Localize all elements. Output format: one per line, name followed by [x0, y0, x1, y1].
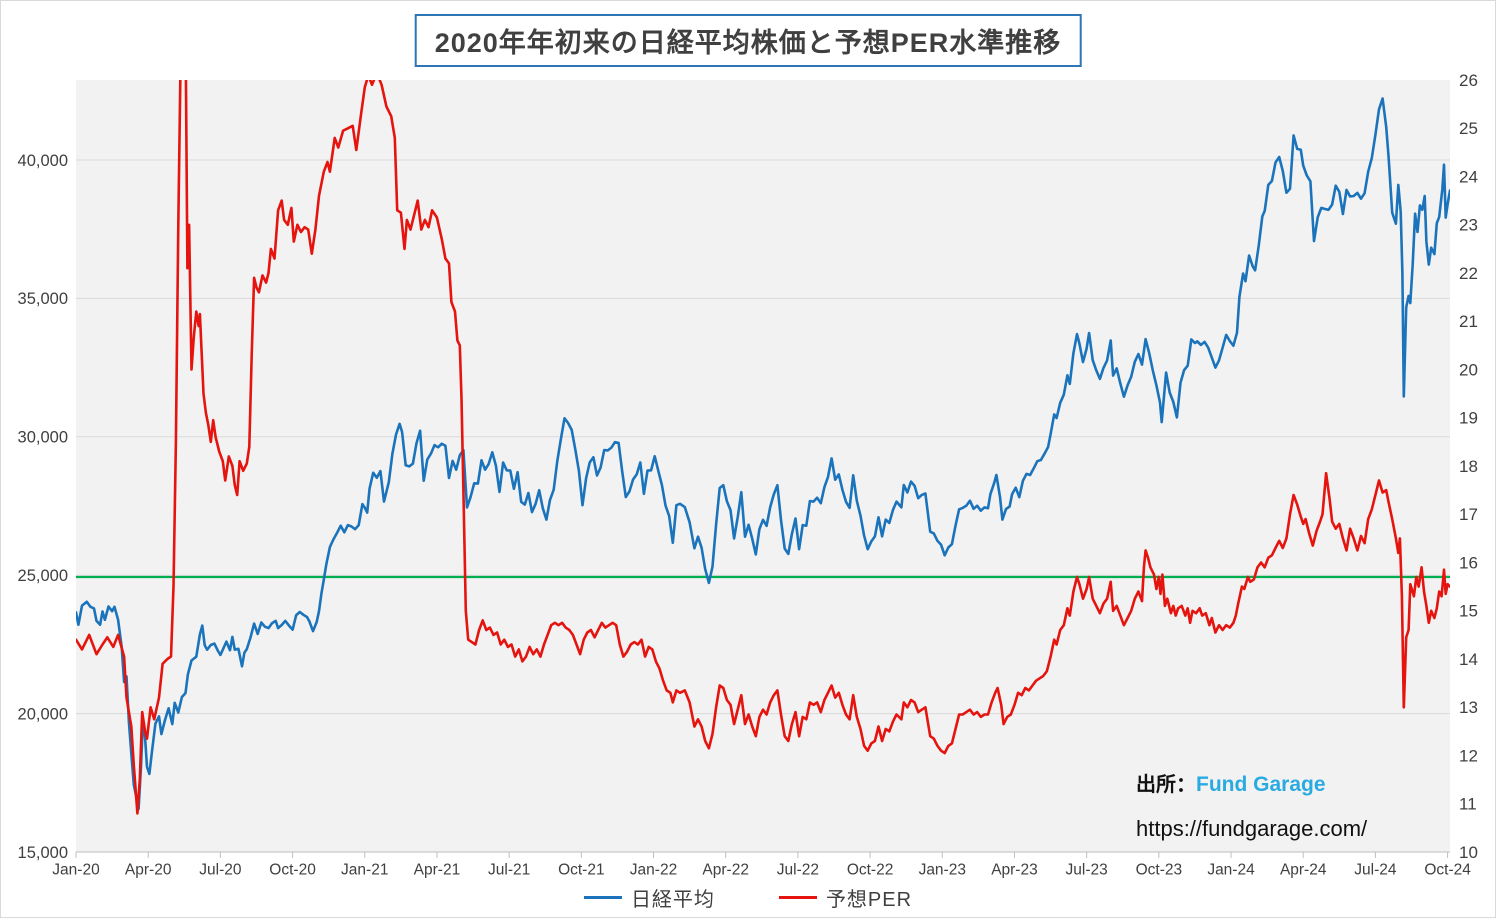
per-line [76, 80, 1450, 815]
legend-item-nikkei: 日経平均 [583, 883, 715, 912]
y-right-tick-label: 17 [1459, 505, 1478, 524]
y-left-tick-label: 15,000 [18, 844, 68, 862]
nikkei-line-swatch [583, 895, 622, 900]
y-left-tick-label: 35,000 [18, 290, 68, 308]
y-right-tick-label: 12 [1459, 746, 1478, 765]
x-tick-label: Jan-21 [341, 861, 388, 878]
x-tick-label: Apr-21 [414, 861, 461, 878]
legend-label-per: 予想PER [825, 889, 913, 911]
plot-area [76, 80, 1450, 852]
x-tick-label: Oct-21 [558, 861, 605, 878]
x-tick-label: Jan-24 [1207, 861, 1255, 878]
x-tick-label: Oct-23 [1136, 861, 1183, 878]
x-tick-label: Jan-20 [52, 861, 100, 878]
source-line: 出所：Fund Garage [1136, 764, 1367, 808]
x-tick-label: Apr-22 [702, 861, 749, 878]
per-line-swatch [778, 895, 817, 900]
source-url: https://fundgarage.com/ [1136, 816, 1368, 841]
y-right-tick-label: 14 [1459, 650, 1478, 669]
x-tick-label: Jul-22 [777, 861, 819, 878]
y-right-tick-label: 16 [1459, 553, 1478, 572]
y-left-tick-label: 30,000 [18, 429, 68, 447]
x-tick-label: Oct-20 [269, 861, 316, 878]
source-name: Fund Garage [1196, 773, 1326, 796]
chart-title: 2020年年初来の日経平均株価と予想PER水準推移 [434, 28, 1062, 58]
x-tick-label: Apr-20 [125, 861, 172, 878]
source-prefix: 出所： [1136, 774, 1196, 796]
x-tick-label: Jan-23 [919, 861, 966, 878]
chart-legend: 日経平均 予想PER [1, 883, 1495, 912]
x-tick-label: Oct-22 [847, 861, 894, 878]
y-right-tick-label: 10 [1459, 843, 1478, 862]
y-right-tick-label: 13 [1459, 698, 1478, 717]
y-left-tick-label: 25,000 [18, 567, 68, 585]
y-right-tick-label: 25 [1459, 119, 1478, 138]
y-left-tick-label: 40,000 [18, 152, 68, 170]
x-tick-label: Jan-22 [630, 861, 677, 878]
y-left-tick-label: 20,000 [18, 705, 68, 723]
x-tick-label: Jul-23 [1066, 861, 1108, 878]
legend-label-nikkei: 日経平均 [630, 889, 715, 911]
y-right-tick-label: 20 [1459, 360, 1478, 379]
legend-item-per: 予想PER [778, 883, 913, 912]
x-tick-label: Jul-20 [199, 861, 242, 878]
x-tick-label: Jul-24 [1354, 861, 1397, 878]
y-right-tick-label: 24 [1459, 167, 1478, 186]
y-right-tick-label: 18 [1459, 457, 1478, 476]
y-right-tick-label: 23 [1459, 216, 1478, 235]
x-tick-label: Oct-24 [1424, 861, 1471, 878]
chart-title-box: 2020年年初来の日経平均株価と予想PER水準推移 [414, 14, 1082, 67]
x-tick-label: Jul-21 [488, 861, 530, 878]
y-right-tick-label: 15 [1459, 602, 1478, 621]
y-right-tick-label: 19 [1459, 409, 1478, 428]
x-tick-label: Apr-24 [1280, 861, 1327, 878]
nikkei-line [76, 97, 1450, 811]
y-right-tick-label: 11 [1459, 795, 1477, 814]
x-tick-label: Apr-23 [991, 861, 1038, 878]
y-right-tick-label: 22 [1459, 264, 1478, 283]
y-right-tick-label: 26 [1459, 71, 1478, 90]
y-right-tick-label: 21 [1459, 312, 1478, 331]
source-attribution: 出所：Fund Garage https://fundgarage.com/ [1136, 764, 1367, 850]
